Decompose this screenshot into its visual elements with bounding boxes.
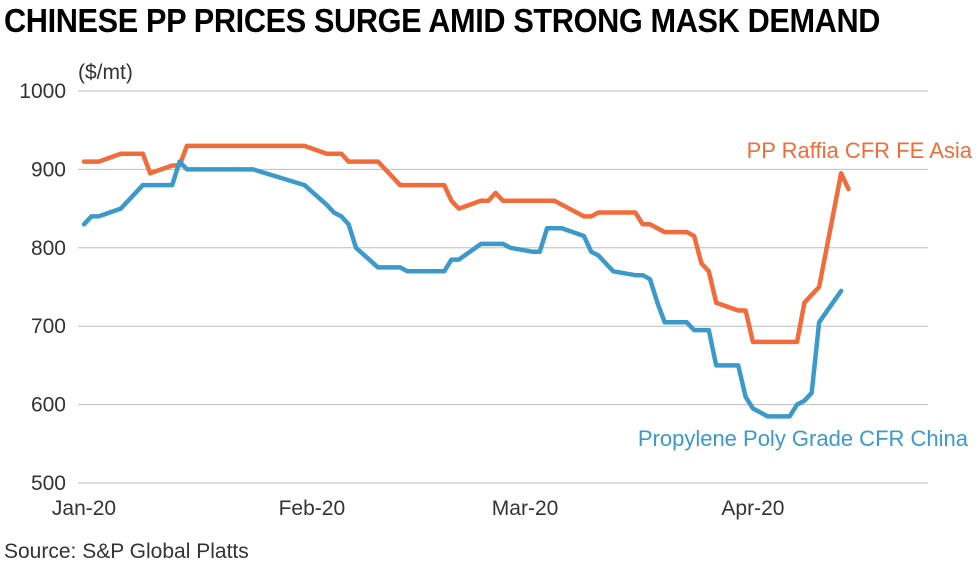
series-label: PP Raffia CFR FE Asia — [747, 138, 973, 163]
y-tick-label: 700 — [31, 315, 66, 338]
x-tick-label: Feb-20 — [279, 497, 346, 520]
series-label: Propylene Poly Grade CFR China — [638, 426, 969, 451]
series-labels: PP Raffia CFR FE Asia Propylene Poly Grad… — [638, 138, 973, 451]
y-tick-label: 500 — [31, 472, 66, 495]
y-axis-unit-label: ($/mt) — [78, 61, 133, 84]
chart-title: CHINESE PP PRICES SURGE AMID STRONG MASK… — [4, 2, 881, 39]
series-lines — [81, 143, 851, 419]
x-tick-label: Mar-20 — [492, 497, 559, 520]
x-axis-ticks: Jan-20 Feb-20 Mar-20 Apr-20 — [52, 497, 785, 520]
series-line-propylene — [81, 159, 844, 419]
y-tick-label: 600 — [31, 394, 66, 417]
gridlines — [78, 90, 928, 484]
y-tick-label: 800 — [31, 237, 66, 260]
x-tick-label: Apr-20 — [721, 497, 784, 520]
x-tick-label: Jan-20 — [52, 497, 116, 520]
source-note: Source: S&P Global Platts — [4, 540, 249, 563]
y-tick-label: 900 — [31, 158, 66, 181]
y-tick-label: 1000 — [19, 80, 66, 103]
series-line-pp-raffia — [81, 143, 851, 345]
y-axis-ticks: 500 600 700 800 900 1000 — [19, 80, 66, 495]
